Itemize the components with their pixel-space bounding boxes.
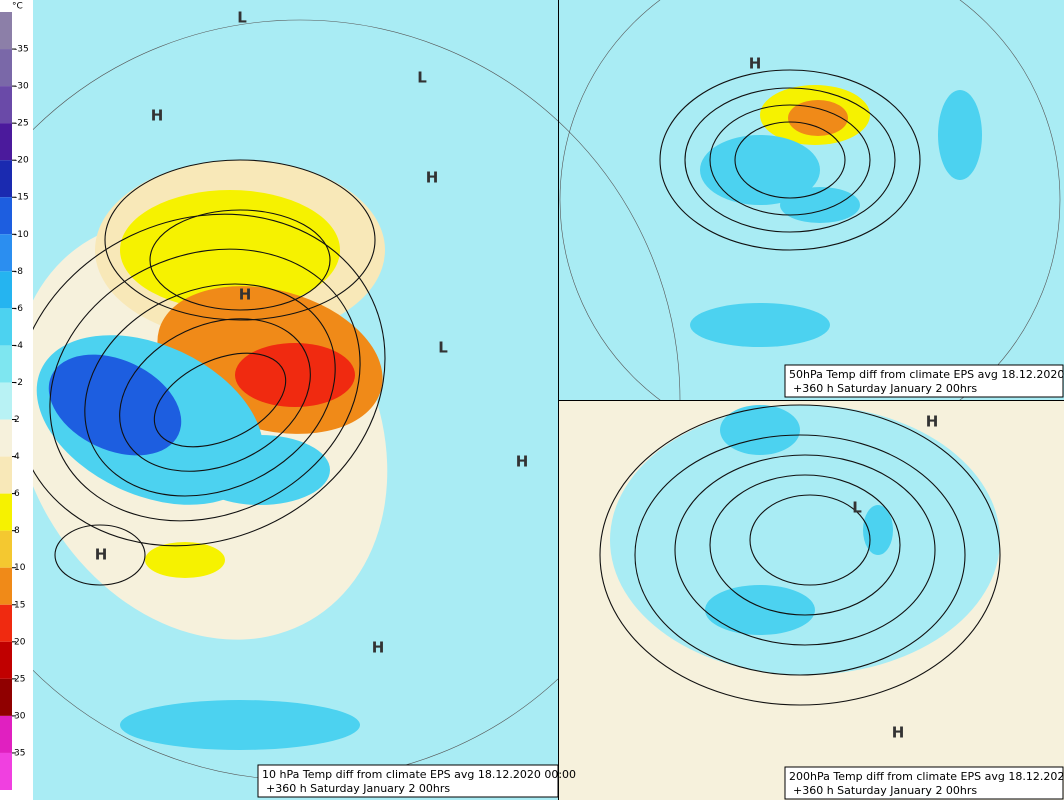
colorbar-label: 15 (14, 600, 25, 610)
colorbar-label: -20 (14, 156, 29, 166)
colorbar-swatch (0, 234, 12, 272)
colorbar-swatch (0, 715, 12, 753)
panel-200hpa (559, 401, 1064, 800)
colorbar-swatch (0, 308, 12, 346)
colorbar-label: -35 (14, 45, 29, 55)
colorbar-label: 25 (14, 674, 25, 684)
colorbar-swatch (0, 456, 12, 494)
colorbar-swatch (0, 86, 12, 124)
colorbar-swatch (0, 49, 12, 87)
pressure-label: L (417, 69, 427, 87)
pressure-label: H (372, 639, 385, 657)
colorbar-swatch (0, 752, 12, 790)
colorbar-label: -30 (14, 82, 29, 92)
colorbar-label: 4 (14, 452, 20, 462)
colorbar-label: -10 (14, 230, 29, 240)
colorbar-swatch (0, 382, 12, 420)
colorbar-swatch (0, 123, 12, 161)
colorbar-swatch (0, 197, 12, 235)
pressure-label: L (237, 9, 247, 27)
caption-box (784, 766, 1064, 800)
colorbar-swatch (0, 641, 12, 679)
colorbar-label: -15 (14, 193, 29, 203)
colorbar-swatch (0, 160, 12, 198)
pressure-label: H (749, 55, 762, 73)
pressure-label: L (438, 339, 448, 357)
colorbar-label: -6 (14, 304, 23, 314)
pressure-label: H (892, 724, 905, 742)
colorbar-label: -2 (14, 378, 23, 388)
colorbar-swatch (0, 12, 12, 50)
colorbar-label: 10 (14, 563, 26, 573)
pressure-label: H (516, 453, 529, 471)
panel-50hpa (559, 0, 1061, 451)
colorbar-label: -8 (14, 267, 23, 277)
colorbar-swatch (0, 567, 12, 605)
caption-line: +360 h Saturday January 2 00hrs (266, 782, 450, 795)
caption-box (784, 364, 1064, 398)
colorbar-swatch (0, 419, 12, 457)
colorbar-label: 35 (14, 748, 25, 758)
caption-box (257, 764, 559, 798)
colorbar-label: 8 (14, 526, 20, 536)
pressure-label: H (239, 286, 252, 304)
colorbar: °C -35 -30 -25 -20 -15 -10 -8 -6 -4 -2 2 4 6 8 10 15 20 25… (0, 2, 29, 790)
pressure-label: H (95, 546, 108, 564)
pressure-label: H (426, 169, 439, 187)
caption-line: +360 h Saturday January 2 00hrs (793, 784, 977, 797)
colorbar-label: 6 (14, 489, 20, 499)
colorbar-swatch (0, 678, 12, 716)
colorbar-swatch (0, 271, 12, 309)
caption-line: 200hPa Temp diff from climate EPS avg 18… (789, 770, 1064, 783)
caption-line: 50hPa Temp diff from climate EPS avg 18.… (789, 368, 1064, 381)
captions: 10 hPa Temp diff from climate EPS avg 18… (257, 364, 1064, 800)
pressure-label: L (852, 499, 862, 517)
colorbar-swatch (0, 345, 12, 383)
caption-line: 10 hPa Temp diff from climate EPS avg 18… (262, 768, 576, 781)
caption-line: +360 h Saturday January 2 00hrs (793, 382, 977, 395)
colorbar-label: -25 (14, 119, 29, 129)
pressure-label: H (926, 413, 939, 431)
colorbar-swatch (0, 493, 12, 531)
colorbar-unit: °C (12, 2, 23, 12)
colorbar-label: 2 (14, 415, 20, 425)
colorbar-label: 30 (14, 711, 26, 721)
colorbar-swatch (0, 530, 12, 568)
panel-10hpa (0, 19, 681, 781)
colorbar-label: 20 (14, 637, 26, 647)
colorbar-swatch (0, 604, 12, 642)
pressure-label: H (151, 107, 164, 125)
colorbar-label: -4 (14, 341, 23, 351)
